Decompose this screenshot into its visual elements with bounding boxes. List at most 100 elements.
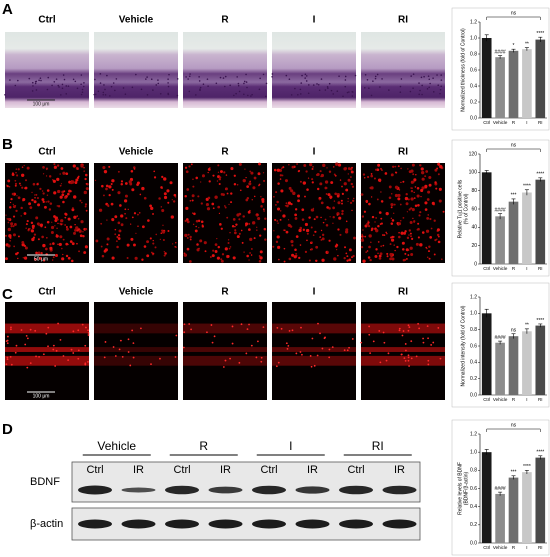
image-texture <box>143 245 147 248</box>
blot-band <box>252 485 286 495</box>
image-texture <box>312 234 315 237</box>
image-texture <box>402 258 406 262</box>
image-texture <box>199 239 203 243</box>
image-texture <box>24 343 27 346</box>
image-texture <box>339 233 342 236</box>
image-texture <box>418 214 421 217</box>
image-texture <box>33 257 37 261</box>
image-texture <box>390 238 395 242</box>
image-texture <box>231 225 235 228</box>
image-texture <box>390 193 393 195</box>
image-texture <box>400 231 404 235</box>
image-texture <box>262 73 265 76</box>
image-texture <box>12 215 16 218</box>
image-texture <box>217 245 221 249</box>
image-texture <box>198 227 200 229</box>
image-texture <box>223 171 226 174</box>
image-texture <box>328 348 331 351</box>
image-texture <box>374 221 376 223</box>
image-texture <box>429 217 432 221</box>
image-texture <box>424 201 428 205</box>
image-texture <box>200 220 204 224</box>
image-texture <box>131 329 134 332</box>
image-texture <box>284 205 287 207</box>
y-tick-label: 0.0 <box>470 540 477 546</box>
image-texture <box>386 255 389 258</box>
image-texture <box>219 223 222 226</box>
image-texture <box>21 240 25 244</box>
image-texture <box>37 238 40 241</box>
image-texture <box>118 348 121 351</box>
image-label: Vehicle <box>119 287 154 298</box>
image-texture <box>279 218 282 221</box>
image-texture <box>111 218 115 222</box>
image-texture <box>240 229 243 232</box>
image-texture <box>416 194 420 198</box>
image-texture <box>416 228 419 231</box>
image-texture <box>264 217 267 220</box>
y-tick-label: 0.8 <box>470 468 477 474</box>
image-texture <box>188 90 191 93</box>
image-label: RI <box>398 287 408 298</box>
image-texture <box>243 82 245 85</box>
image-texture <box>33 200 37 204</box>
image-texture <box>304 250 308 253</box>
image-texture <box>186 218 189 221</box>
image-texture <box>398 189 401 191</box>
image-texture <box>375 248 378 251</box>
image-texture <box>224 206 227 209</box>
image-texture <box>294 208 298 211</box>
image-texture <box>34 329 37 332</box>
image-texture <box>43 205 47 209</box>
image-texture <box>259 256 263 260</box>
image-texture <box>440 74 443 76</box>
image-texture <box>276 235 280 239</box>
image-texture <box>8 234 12 238</box>
image-texture <box>42 166 45 169</box>
significance: ** <box>525 323 529 329</box>
image-texture <box>111 179 115 183</box>
image-texture <box>103 84 105 86</box>
image-texture <box>164 252 167 255</box>
blot-frame <box>71 461 421 503</box>
image-texture <box>38 79 40 82</box>
image-texture <box>378 257 382 260</box>
x-tick-label: Vehicle <box>493 120 508 125</box>
image-texture <box>245 81 248 83</box>
image-texture <box>420 188 424 193</box>
image-texture <box>153 170 156 173</box>
image-texture <box>60 167 64 170</box>
bar <box>522 49 532 119</box>
image-texture <box>421 84 423 87</box>
image-texture <box>77 218 80 220</box>
image-texture <box>65 254 69 258</box>
image-texture <box>378 254 382 258</box>
image-texture <box>167 229 170 233</box>
image-texture <box>39 187 42 191</box>
row-label: BDNF <box>30 476 60 488</box>
image-texture <box>246 185 250 188</box>
image-texture <box>297 93 299 96</box>
image-texture <box>125 217 128 220</box>
image-texture <box>243 251 245 253</box>
image-texture <box>310 248 313 251</box>
image-texture <box>83 167 85 169</box>
image-texture <box>349 201 353 204</box>
image-texture <box>246 254 249 258</box>
image-texture <box>247 210 251 214</box>
image-texture <box>242 178 246 183</box>
image-texture <box>76 242 78 245</box>
image-texture <box>94 323 178 334</box>
image-texture <box>145 78 147 80</box>
image-texture <box>57 189 61 194</box>
image-texture <box>383 234 386 237</box>
image-texture <box>184 166 188 169</box>
y-axis-label: Relative Tuj1 positive cells <box>457 179 463 238</box>
image-texture <box>186 237 189 239</box>
image-texture <box>65 93 68 95</box>
image-texture <box>106 219 108 221</box>
image-texture <box>362 229 364 231</box>
image-texture <box>50 231 54 235</box>
image-texture <box>222 77 225 79</box>
image-texture <box>173 193 177 197</box>
